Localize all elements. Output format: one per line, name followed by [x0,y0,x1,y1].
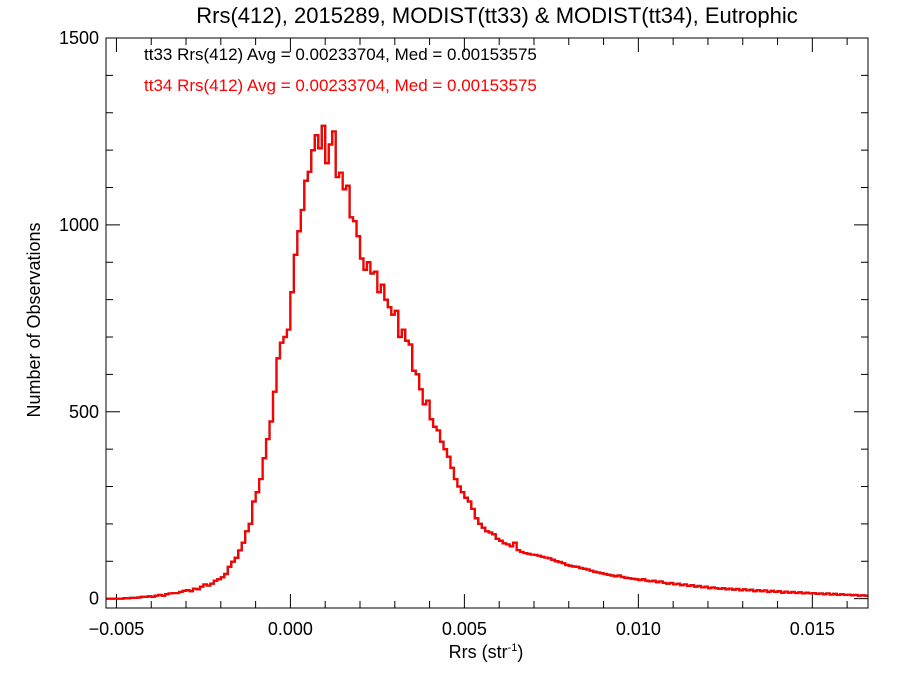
x-axis-label-main: Rrs (str [449,642,508,662]
x-axis-label-superscript: -1 [508,642,518,654]
annotation-tt33: tt33 Rrs(412) Avg = 0.00233704, Med = 0.… [144,45,537,64]
axis-tick-labels: −0.005 0.000 0.005 0.010 0.015 0 500 1000 1500 [59,28,835,639]
x-tick-label: 0.015 [790,619,835,639]
x-axis-label: Rrs (str-1) [449,642,524,662]
annotation-tt34: tt34 Rrs(412) Avg = 0.00233704, Med = 0.… [144,76,537,95]
x-tick-label: 0.000 [268,619,313,639]
x-axis-label-close: ) [517,642,523,662]
series-tt33-line [106,124,868,600]
y-tick-label: 1000 [59,215,99,235]
axis-ticks [106,37,868,608]
series-tt34-line [106,124,868,600]
plot-frame [105,37,869,609]
chart-title: Rrs(412), 2015289, MODIST(tt33) & MODIST… [196,3,798,28]
y-tick-label: 0 [89,589,99,609]
y-tick-label: 500 [69,402,99,422]
x-tick-label: −0.005 [89,619,145,639]
y-axis-label: Number of Observations [24,222,44,417]
y-tick-label: 1500 [59,28,99,48]
x-tick-label: 0.005 [442,619,487,639]
data-series [106,124,868,600]
x-tick-label: 0.010 [616,619,661,639]
